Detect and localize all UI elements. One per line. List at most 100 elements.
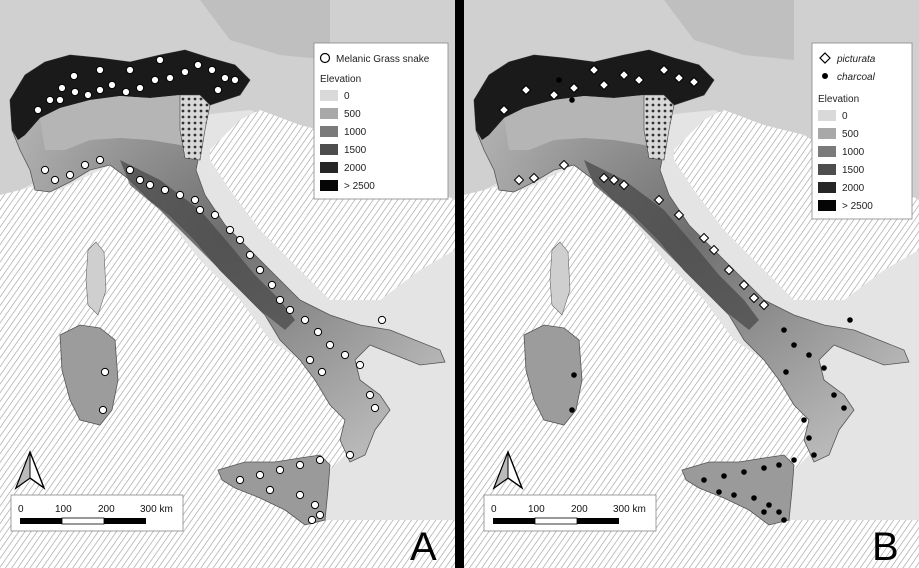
charcoal-marker <box>821 365 827 371</box>
melanic-grass-snake-marker <box>208 66 215 73</box>
melanic-grass-snake-marker <box>176 191 183 198</box>
charcoal-marker <box>556 77 562 83</box>
melanic-grass-snake-marker <box>66 171 73 178</box>
melanic-grass-snake-marker <box>256 471 263 478</box>
elevation-label: 1500 <box>344 145 367 156</box>
elevation-swatch <box>818 128 836 139</box>
scale-bar-b: 0 100 200 300 km <box>484 495 656 531</box>
elevation-label: 2000 <box>842 183 865 194</box>
elevation-swatch <box>320 162 338 173</box>
melanic-grass-snake-marker <box>108 81 115 88</box>
melanic-grass-snake-marker <box>316 456 323 463</box>
melanic-grass-snake-marker <box>166 74 173 81</box>
scale-segment <box>104 518 146 524</box>
black-dot-symbol <box>822 73 828 79</box>
melanic-grass-snake-marker <box>96 86 103 93</box>
melanic-grass-snake-marker <box>306 356 313 363</box>
charcoal-marker <box>831 392 837 398</box>
elevation-label: 500 <box>842 129 859 140</box>
elevation-label: > 2500 <box>344 181 375 192</box>
melanic-grass-snake-marker <box>341 351 348 358</box>
melanic-grass-snake-marker <box>156 56 163 63</box>
scale-tick-label: 0 <box>491 504 497 515</box>
legend-elevation-title: Elevation <box>818 94 859 105</box>
charcoal-marker <box>741 469 747 475</box>
elevation-swatch <box>818 146 836 157</box>
elevation-swatch <box>818 110 836 121</box>
charcoal-marker <box>569 407 575 413</box>
legend-elevation-title: Elevation <box>320 74 361 85</box>
melanic-grass-snake-marker <box>99 406 106 413</box>
panel-a: Melanic Grass snake Elevation 0 500 1000… <box>0 0 455 568</box>
melanic-grass-snake-marker <box>56 96 63 103</box>
elevation-label: 1000 <box>842 147 865 158</box>
charcoal-marker <box>783 369 789 375</box>
melanic-grass-snake-marker <box>221 74 228 81</box>
elevation-label: 0 <box>842 111 848 122</box>
melanic-grass-snake-marker <box>34 106 41 113</box>
charcoal-marker <box>776 509 782 515</box>
scale-tick-label: 200 <box>571 504 588 515</box>
scale-segment <box>535 518 577 524</box>
elevation-label: 2000 <box>344 163 367 174</box>
charcoal-marker <box>571 372 577 378</box>
melanic-grass-snake-marker <box>276 466 283 473</box>
scale-tick-label: 200 <box>98 504 115 515</box>
melanic-grass-snake-marker <box>316 511 323 518</box>
scale-segment <box>62 518 104 524</box>
legend-item-label: charcoal <box>837 72 876 83</box>
scale-tick-label: 300 km <box>613 504 646 515</box>
charcoal-marker <box>751 495 757 501</box>
melanic-grass-snake-marker <box>136 176 143 183</box>
melanic-grass-snake-marker <box>326 341 333 348</box>
charcoal-marker <box>847 317 853 323</box>
charcoal-marker <box>791 342 797 348</box>
melanic-grass-snake-marker <box>151 76 158 83</box>
charcoal-marker <box>569 97 575 103</box>
melanic-grass-snake-marker <box>191 196 198 203</box>
melanic-grass-snake-marker <box>181 68 188 75</box>
charcoal-marker <box>766 502 772 508</box>
elevation-swatch <box>320 90 338 101</box>
charcoal-marker <box>731 492 737 498</box>
melanic-grass-snake-marker <box>226 226 233 233</box>
scale-bar-a: 0 100 200 300 km <box>11 495 183 531</box>
charcoal-marker <box>761 465 767 471</box>
scale-tick-label: 300 km <box>140 504 173 515</box>
charcoal-marker <box>806 352 812 358</box>
charcoal-marker <box>721 473 727 479</box>
charcoal-marker <box>701 477 707 483</box>
charcoal-marker <box>791 457 797 463</box>
melanic-grass-snake-marker <box>161 186 168 193</box>
charcoal-marker <box>781 327 787 333</box>
melanic-grass-snake-marker <box>346 451 353 458</box>
melanic-grass-snake-marker <box>301 316 308 323</box>
charcoal-marker <box>761 509 767 515</box>
scale-segment <box>20 518 62 524</box>
melanic-grass-snake-marker <box>311 501 318 508</box>
melanic-grass-snake-marker <box>70 72 77 79</box>
scale-tick-label: 100 <box>55 504 72 515</box>
melanic-grass-snake-marker <box>96 66 103 73</box>
scale-tick-label: 0 <box>18 504 24 515</box>
elevation-swatch <box>320 144 338 155</box>
map-b: picturata charcoal Elevation 0 500 1000 … <box>464 0 919 568</box>
melanic-grass-snake-marker <box>296 461 303 468</box>
elevation-label: 1500 <box>842 165 865 176</box>
melanic-grass-snake-marker <box>136 84 143 91</box>
panel-b: picturata charcoal Elevation 0 500 1000 … <box>464 0 919 568</box>
melanic-grass-snake-marker <box>126 166 133 173</box>
melanic-grass-snake-marker <box>371 404 378 411</box>
charcoal-marker <box>801 417 807 423</box>
melanic-grass-snake-marker <box>211 211 218 218</box>
legend-item-label: picturata <box>836 54 876 65</box>
melanic-grass-snake-marker <box>231 76 238 83</box>
melanic-grass-snake-marker <box>126 66 133 73</box>
melanic-grass-snake-marker <box>71 88 78 95</box>
elevation-swatch <box>818 200 836 211</box>
melanic-grass-snake-marker <box>46 96 53 103</box>
melanic-grass-snake-marker <box>41 166 48 173</box>
legend-a: Melanic Grass snake Elevation 0 500 1000… <box>314 43 448 199</box>
elevation-label: 1000 <box>344 127 367 138</box>
